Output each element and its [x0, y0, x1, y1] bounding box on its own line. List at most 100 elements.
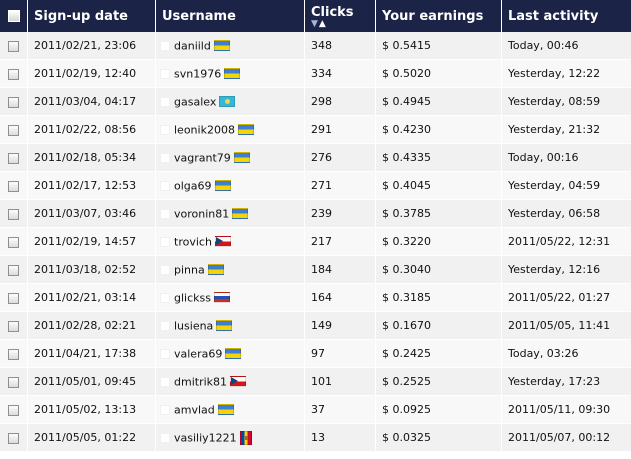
row-checkbox[interactable]	[8, 376, 19, 388]
flag-kazakhstan-icon	[219, 96, 236, 108]
username[interactable]: vasiliy1221	[174, 431, 237, 444]
column-clicks-label: Clicks	[311, 4, 354, 20]
sort-arrows: ▼▲	[311, 19, 375, 29]
column-earnings[interactable]: Your earnings	[376, 0, 502, 32]
username-cell: glickss	[156, 284, 305, 312]
last-activity: 2011/05/05, 11:41	[502, 312, 631, 340]
select-all-checkbox[interactable]	[7, 10, 20, 22]
earnings: $ 0.5415	[376, 32, 502, 60]
row-select-cell	[0, 256, 28, 284]
column-username[interactable]: Username	[156, 0, 305, 32]
flag-ukraine-icon	[207, 264, 224, 276]
flag-czech-icon	[214, 236, 231, 248]
flag-ukraine-icon	[232, 208, 249, 220]
row-select-cell	[0, 424, 28, 452]
row-checkbox[interactable]	[8, 124, 19, 136]
earnings: $ 0.0925	[376, 396, 502, 424]
column-clicks[interactable]: Clicks ▼▲	[305, 0, 376, 32]
clicks-count: 239	[305, 200, 376, 228]
last-activity: Yesterday, 12:22	[502, 60, 631, 88]
table-row: 2011/02/21, 03:14 glickss 164 $ 0.3185 2…	[0, 284, 631, 312]
sort-desc-icon[interactable]: ▼	[311, 18, 319, 29]
row-checkbox[interactable]	[8, 292, 19, 304]
row-select-cell	[0, 368, 28, 396]
username[interactable]: pinna	[174, 263, 205, 277]
avatar	[160, 208, 170, 219]
flag-ukraine-icon	[233, 152, 250, 164]
signup-date: 2011/04/21, 17:38	[28, 340, 156, 368]
row-checkbox[interactable]	[8, 236, 19, 248]
table-row: 2011/05/01, 09:45 dmitrik81 101 $ 0.2525…	[0, 368, 631, 396]
flag-czech-icon	[230, 376, 247, 388]
row-checkbox[interactable]	[8, 348, 19, 360]
username[interactable]: dmitrik81	[174, 375, 228, 389]
avatar	[160, 404, 170, 415]
row-checkbox[interactable]	[8, 404, 19, 416]
username[interactable]: glickss	[174, 291, 211, 305]
username[interactable]: amvlad	[174, 403, 215, 417]
username-cell: amvlad	[156, 396, 305, 424]
row-checkbox[interactable]	[8, 180, 19, 192]
earnings: $ 0.3220	[376, 228, 502, 256]
signup-date: 2011/02/28, 02:21	[28, 312, 156, 340]
row-select-cell	[0, 172, 28, 200]
signup-date: 2011/02/19, 14:57	[28, 228, 156, 256]
avatar	[160, 348, 170, 359]
clicks-count: 298	[305, 88, 376, 116]
table-body: 2011/02/21, 23:06 daniild 348 $ 0.5415 T…	[0, 32, 631, 452]
row-checkbox[interactable]	[8, 208, 19, 220]
username[interactable]: leonik2008	[174, 123, 235, 137]
username-cell: pinna	[156, 256, 305, 284]
table-row: 2011/05/02, 13:13 amvlad 37 $ 0.0925 201…	[0, 396, 631, 424]
username[interactable]: daniild	[174, 39, 211, 53]
table-row: 2011/03/18, 02:52 pinna 184 $ 0.3040 Yes…	[0, 256, 631, 284]
username[interactable]: vagrant79	[174, 151, 231, 165]
table-row: 2011/04/21, 17:38 valera69 97 $ 0.2425 T…	[0, 340, 631, 368]
select-all-cell	[0, 0, 28, 32]
clicks-count: 217	[305, 228, 376, 256]
username-cell: dmitrik81	[156, 368, 305, 396]
username[interactable]: voronin81	[174, 207, 230, 221]
row-checkbox[interactable]	[8, 152, 19, 164]
username[interactable]: valera69	[174, 347, 223, 361]
last-activity: Yesterday, 08:59	[502, 88, 631, 116]
row-checkbox[interactable]	[8, 432, 19, 444]
earnings: $ 0.5020	[376, 60, 502, 88]
earnings: $ 0.2525	[376, 368, 502, 396]
row-select-cell	[0, 200, 28, 228]
clicks-count: 276	[305, 144, 376, 172]
clicks-count: 97	[305, 340, 376, 368]
row-select-cell	[0, 284, 28, 312]
username[interactable]: svn1976	[174, 67, 222, 81]
username[interactable]: trovich	[174, 235, 212, 249]
username[interactable]: gasalex	[174, 95, 217, 109]
row-checkbox[interactable]	[8, 320, 19, 332]
clicks-count: 149	[305, 312, 376, 340]
username-cell: vasiliy1221	[156, 424, 305, 452]
clicks-count: 37	[305, 396, 376, 424]
username-cell: olga69	[156, 172, 305, 200]
last-activity: 2011/05/11, 09:30	[502, 396, 631, 424]
signup-date: 2011/02/22, 08:56	[28, 116, 156, 144]
row-select-cell	[0, 396, 28, 424]
sort-asc-icon[interactable]: ▲	[318, 18, 327, 29]
clicks-count: 271	[305, 172, 376, 200]
username[interactable]: olga69	[174, 179, 212, 193]
table-row: 2011/02/19, 14:57 trovich 217 $ 0.3220 2…	[0, 228, 631, 256]
column-last-activity[interactable]: Last activity	[502, 0, 631, 32]
clicks-count: 13	[305, 424, 376, 452]
row-checkbox[interactable]	[8, 264, 19, 276]
earnings: $ 0.4945	[376, 88, 502, 116]
table-row: 2011/02/17, 12:53 olga69 271 $ 0.4045 Ye…	[0, 172, 631, 200]
earnings: $ 0.3185	[376, 284, 502, 312]
table-header-row: Sign-up date Username Clicks ▼▲ Your ear…	[0, 0, 631, 32]
row-checkbox[interactable]	[8, 68, 19, 80]
last-activity: 2011/05/22, 01:27	[502, 284, 631, 312]
table-row: 2011/02/18, 05:34 vagrant79 276 $ 0.4335…	[0, 144, 631, 172]
table-row: 2011/05/05, 01:22 vasiliy1221 13 $ 0.032…	[0, 424, 631, 452]
row-checkbox[interactable]	[8, 96, 19, 108]
last-activity: Yesterday, 04:59	[502, 172, 631, 200]
username[interactable]: lusiena	[174, 319, 214, 333]
column-signup-date[interactable]: Sign-up date	[28, 0, 156, 32]
row-checkbox[interactable]	[8, 40, 19, 52]
